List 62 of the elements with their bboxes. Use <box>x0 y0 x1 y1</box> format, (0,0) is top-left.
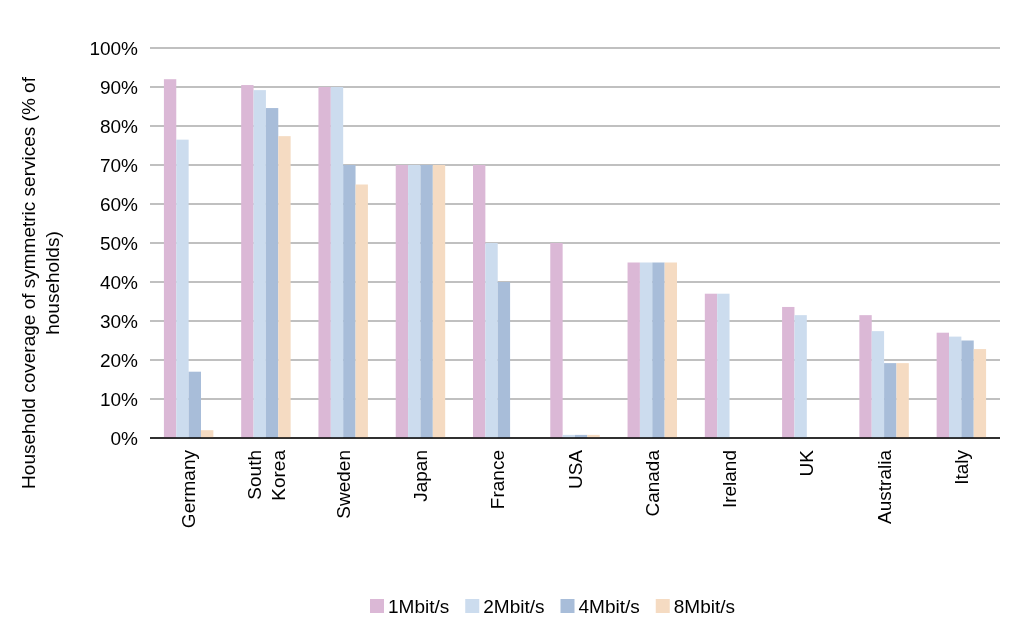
x-tick-label: Sweden <box>332 450 354 519</box>
x-tick-label: Ireland <box>719 450 741 509</box>
bar <box>704 293 718 438</box>
bar <box>355 184 368 438</box>
bar <box>896 363 909 438</box>
y-axis-title: Household coverage of symmetric services (% of households) <box>17 76 63 489</box>
bar <box>664 262 677 438</box>
x-tick-label: Canada <box>641 449 663 517</box>
y-tick-label: 100% <box>89 37 139 59</box>
bar <box>884 363 897 438</box>
x-tick-label: South Korea <box>243 449 289 501</box>
x-tick-label: Italy <box>951 449 973 485</box>
bar <box>265 108 279 438</box>
bar <box>163 79 177 438</box>
bar <box>253 90 266 438</box>
bar <box>473 165 486 438</box>
y-tick-label: 0% <box>110 427 139 449</box>
x-tick-label: Japan <box>410 450 432 502</box>
bar <box>241 85 254 438</box>
y-tick-label: 80% <box>99 115 139 137</box>
y-tick-label: 10% <box>99 388 139 410</box>
bar <box>627 262 640 438</box>
y-tick-label: 60% <box>99 193 139 215</box>
bar <box>395 165 409 438</box>
bar <box>330 87 344 438</box>
bar <box>936 332 949 438</box>
bar <box>485 243 498 438</box>
bar <box>176 139 189 438</box>
y-tick-label: 40% <box>99 271 139 293</box>
y-tick-label: 30% <box>99 310 139 332</box>
bar <box>497 282 511 438</box>
legend-label: 4Mbit/s <box>578 595 640 617</box>
bar <box>318 87 331 438</box>
y-tick-label: 20% <box>99 349 139 371</box>
bar <box>859 315 872 438</box>
legend-label: 2Mbit/s <box>483 595 545 617</box>
bar <box>652 262 665 438</box>
bar <box>550 243 563 438</box>
bar <box>949 336 962 438</box>
bar <box>973 349 987 438</box>
x-tick-label: Germany <box>178 449 200 529</box>
bar <box>782 306 795 438</box>
y-tick-label: 70% <box>99 154 139 176</box>
y-tick-label: 50% <box>99 232 139 254</box>
bar <box>432 165 446 438</box>
bar <box>639 262 653 438</box>
bar <box>278 136 291 438</box>
bar <box>871 331 885 438</box>
bar <box>717 293 730 438</box>
x-tick-label: Australia <box>873 449 895 524</box>
bar <box>188 371 201 438</box>
bar <box>343 165 356 438</box>
bar <box>408 165 421 438</box>
legend-label: 8Mbit/s <box>673 595 735 617</box>
x-tick-label: USA <box>564 449 586 490</box>
bar <box>420 165 433 438</box>
y-tick-label: 90% <box>99 76 139 98</box>
x-tick-label: France <box>487 450 509 510</box>
legend-label: 1Mbit/s <box>388 595 450 617</box>
bar <box>794 315 807 438</box>
x-tick-label: UK <box>796 449 818 477</box>
bar <box>961 340 974 438</box>
